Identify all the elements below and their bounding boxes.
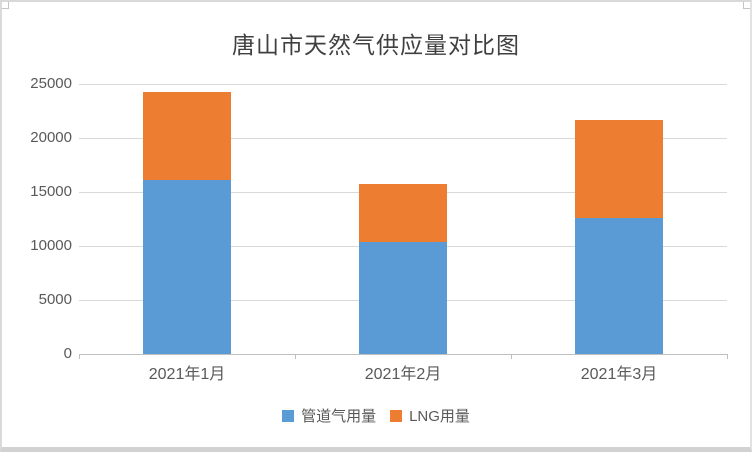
x-category-label: 2021年2月 (364, 366, 442, 383)
y-tick-label: 25000 (30, 75, 72, 92)
y-tick-label: 10000 (30, 237, 72, 254)
x-axis-tick (294, 354, 296, 359)
legend-item[interactable]: 管道气用量 (282, 405, 376, 426)
legend-swatch-icon (282, 409, 295, 422)
stacked-bar[interactable] (143, 91, 231, 354)
stacked-bar[interactable] (359, 184, 447, 354)
stacked-bar[interactable] (575, 119, 663, 354)
legend-label: LNG用量 (409, 408, 470, 425)
chart-title: 唐山市天然气供应量对比图 (232, 32, 520, 58)
chart-legend: 管道气用量 LNG用量 (2, 405, 750, 426)
x-axis-tick (726, 354, 728, 359)
x-category-label: 2021年3月 (580, 366, 658, 383)
gridline (79, 83, 727, 85)
y-tick-label: 5000 (38, 291, 72, 308)
bar-segment-管道气用量[interactable] (575, 217, 663, 354)
x-category-label: 2021年1月 (148, 366, 226, 383)
bar-segment-LNG用量[interactable] (359, 184, 447, 242)
y-tick-label: 0 (63, 345, 72, 362)
y-tick-label: 15000 (30, 183, 72, 200)
plot-area (79, 83, 727, 355)
legend-item[interactable]: LNG用量 (390, 405, 470, 426)
selection-handle-top-right[interactable] (743, 2, 750, 9)
gridline (79, 137, 727, 139)
bar-segment-LNG用量[interactable] (143, 91, 231, 181)
x-axis-tick (510, 354, 512, 359)
x-axis-line (79, 354, 727, 355)
y-tick-label: 20000 (30, 129, 72, 146)
bar-segment-管道气用量[interactable] (143, 180, 231, 354)
bar-segment-管道气用量[interactable] (359, 241, 447, 354)
legend-label: 管道气用量 (301, 408, 377, 425)
legend-swatch-icon (390, 409, 403, 422)
bar-segment-LNG用量[interactable] (575, 119, 663, 218)
selection-handle-top-left[interactable] (2, 2, 9, 9)
x-axis-tick (78, 354, 80, 359)
